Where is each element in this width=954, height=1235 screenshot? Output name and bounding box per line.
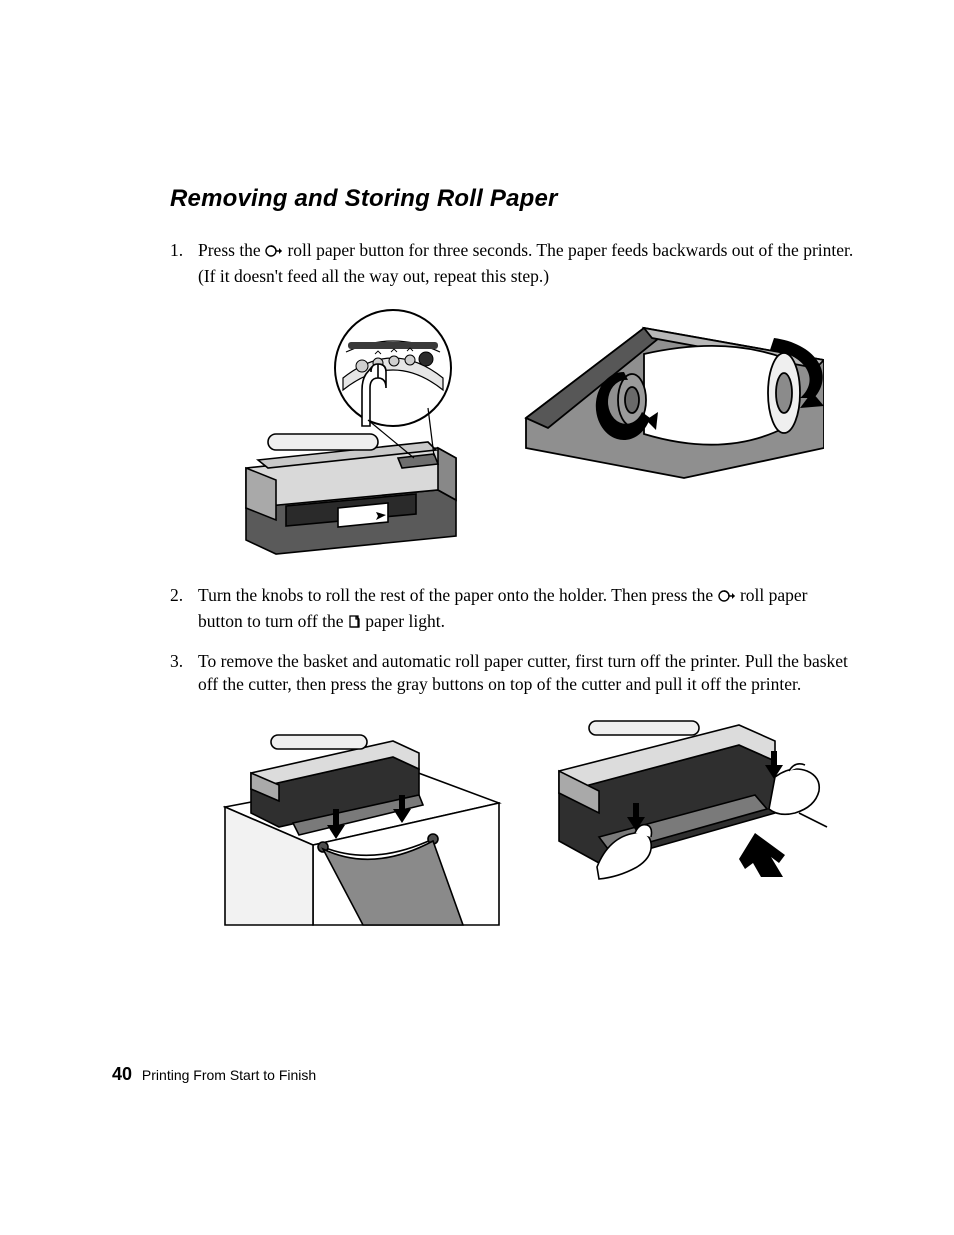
text-fragment: Turn the knobs to roll the rest of the p… xyxy=(198,585,718,605)
section-name: Printing From Start to Finish xyxy=(142,1067,316,1083)
figure-roll-holder xyxy=(524,308,824,558)
figure-remove-basket xyxy=(223,717,503,927)
paper-light-icon xyxy=(348,612,361,636)
step-number: 1. xyxy=(170,239,198,288)
page-footer: 40 Printing From Start to Finish xyxy=(112,1064,316,1085)
step-1: 1. Press the roll paper button for three… xyxy=(170,239,854,288)
step-text: Press the roll paper button for three se… xyxy=(198,239,854,288)
text-fragment: roll paper button for three seconds. The… xyxy=(198,240,853,286)
section-heading: Removing and Storing Roll Paper xyxy=(170,185,854,213)
step-text: Turn the knobs to roll the rest of the p… xyxy=(198,584,854,635)
roll-paper-icon xyxy=(718,586,736,610)
figure-printer-button-zoom xyxy=(228,308,488,558)
step-text: To remove the basket and automatic roll … xyxy=(198,650,854,697)
step-number: 2. xyxy=(170,584,198,635)
text-fragment: paper light. xyxy=(361,611,445,631)
page-number: 40 xyxy=(112,1064,132,1084)
steps-list-cont: 2. Turn the knobs to roll the rest of th… xyxy=(170,584,854,697)
figure-hands-remove-cutter xyxy=(539,717,829,927)
figure-row-1 xyxy=(170,308,854,558)
figure-row-2 xyxy=(170,717,854,927)
roll-paper-icon xyxy=(265,241,283,265)
steps-list: 1. Press the roll paper button for three… xyxy=(170,239,854,288)
step-number: 3. xyxy=(170,650,198,697)
page: Removing and Storing Roll Paper 1. Press… xyxy=(0,0,954,1235)
step-3: 3. To remove the basket and automatic ro… xyxy=(170,650,854,697)
step-2: 2. Turn the knobs to roll the rest of th… xyxy=(170,584,854,635)
text-fragment: Press the xyxy=(198,240,265,260)
